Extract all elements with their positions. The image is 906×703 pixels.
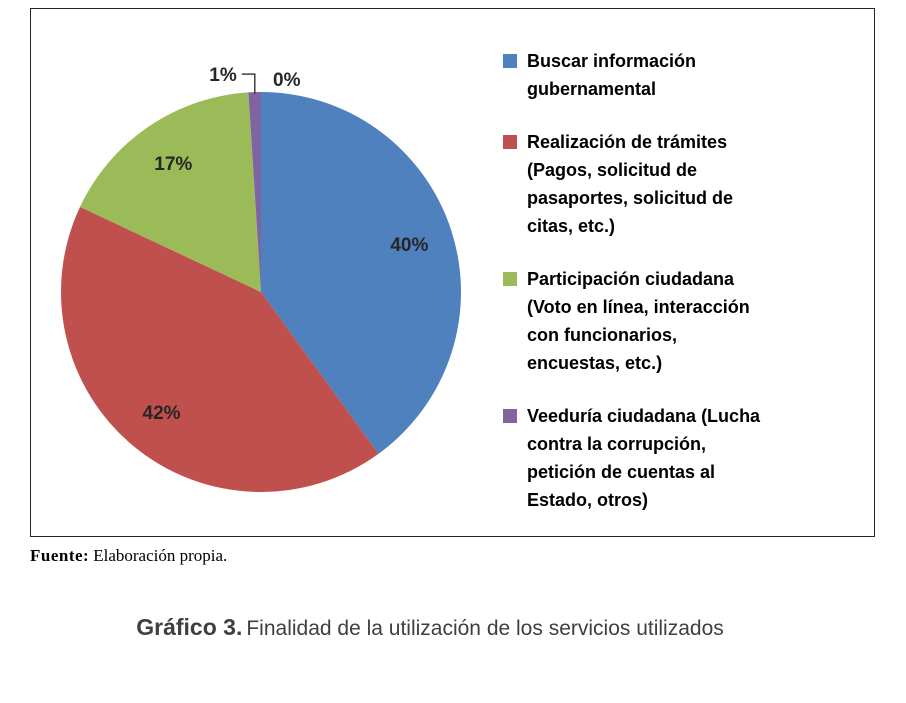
chart-legend: Buscar información gubernamental Realizaci… <box>503 47 853 539</box>
legend-swatch <box>503 54 517 68</box>
label-leader-line <box>241 73 256 95</box>
source-label: Fuente: <box>30 546 90 565</box>
legend-swatch <box>503 409 517 423</box>
legend-item: Participación ciudadana (Voto en línea, i… <box>503 265 853 377</box>
pie-data-label: 40% <box>390 235 428 256</box>
source-note: Fuente: Elaboración propia. <box>30 546 227 566</box>
pie-slice-1 <box>261 92 462 454</box>
pie-data-label: 1% <box>209 65 237 86</box>
legend-label: Buscar información gubernamental <box>527 51 697 99</box>
caption-text: Finalidad de la utilización de los servi… <box>246 617 724 640</box>
legend-item: Realización de trámites (Pagos, solicitud… <box>503 128 853 240</box>
pie-data-label: 0% <box>273 70 301 91</box>
legend-swatch <box>503 272 517 286</box>
pie-slice-2 <box>61 206 379 493</box>
pie-chart-svg: 40% 42% 17% 1% 0% <box>61 65 462 493</box>
legend-label: Participación ciudadana (Voto en línea, i… <box>527 269 750 373</box>
legend-item: Veeduría ciudadana (Lucha contra la corru… <box>503 402 853 514</box>
legend-item: Buscar información gubernamental <box>503 47 853 103</box>
legend-label: Veeduría ciudadana (Lucha contra la corru… <box>527 406 761 510</box>
chart-frame: 40% 42% 17% 1% 0% Buscar información gubernam… <box>30 8 875 537</box>
pie-slice-3 <box>80 92 261 292</box>
pie-data-label: 17% <box>154 154 192 175</box>
pie-data-label: 42% <box>143 403 181 424</box>
caption-number: Gráfico 3. <box>136 614 243 640</box>
legend-label: Realización de trámites (Pagos, solicitud… <box>527 132 734 236</box>
source-text: Elaboración propia. <box>93 546 228 565</box>
pie-slice-4 <box>248 92 261 292</box>
chart-caption: Gráfico 3. Finalidad de la utilización de… <box>0 612 860 644</box>
legend-swatch <box>503 135 517 149</box>
